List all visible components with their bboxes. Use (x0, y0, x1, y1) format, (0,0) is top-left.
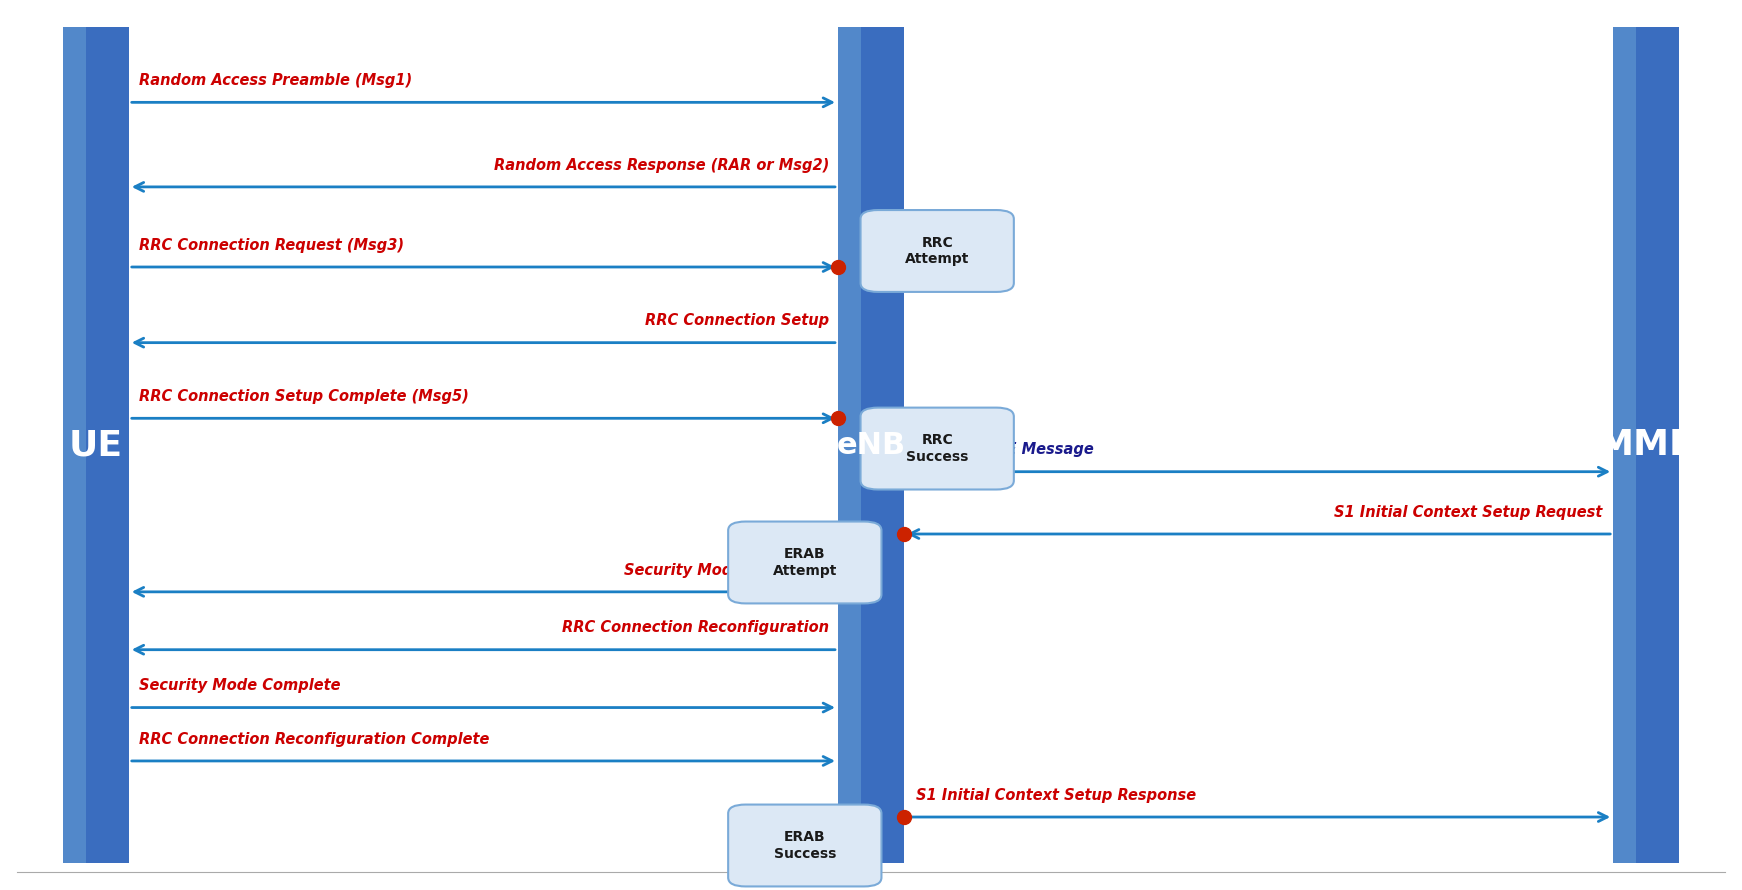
FancyBboxPatch shape (1613, 27, 1636, 863)
Text: MME: MME (1597, 428, 1695, 462)
Text: eNB: eNB (836, 431, 906, 459)
Text: ERAB
Attempt: ERAB Attempt (773, 547, 836, 578)
Text: RRC
Success: RRC Success (906, 433, 969, 464)
Text: RRC
Attempt: RRC Attempt (906, 236, 969, 266)
Text: S1 Initial Context Setup Request: S1 Initial Context Setup Request (1334, 505, 1603, 520)
FancyBboxPatch shape (1613, 27, 1679, 863)
FancyBboxPatch shape (861, 210, 1014, 292)
FancyBboxPatch shape (728, 522, 881, 603)
FancyBboxPatch shape (63, 27, 85, 863)
Text: S1 Initial Context Setup Response: S1 Initial Context Setup Response (916, 788, 1197, 803)
Text: UE: UE (68, 428, 124, 462)
FancyBboxPatch shape (728, 805, 881, 886)
Text: S1 Initial UE Message: S1 Initial UE Message (916, 442, 1094, 457)
FancyBboxPatch shape (838, 27, 904, 863)
Text: Random Access Response (RAR or Msg2): Random Access Response (RAR or Msg2) (495, 158, 829, 173)
FancyBboxPatch shape (838, 27, 861, 863)
Text: RRC Connection Reconfiguration: RRC Connection Reconfiguration (563, 620, 829, 635)
Text: Random Access Preamble (Msg1): Random Access Preamble (Msg1) (139, 73, 413, 88)
Text: RRC Connection Setup Complete (Msg5): RRC Connection Setup Complete (Msg5) (139, 389, 469, 404)
Text: RRC Connection Request (Msg3): RRC Connection Request (Msg3) (139, 238, 404, 253)
FancyBboxPatch shape (63, 27, 129, 863)
Text: ERAB
Success: ERAB Success (773, 830, 836, 861)
Text: RRC Connection Reconfiguration Complete: RRC Connection Reconfiguration Complete (139, 732, 490, 747)
FancyBboxPatch shape (861, 408, 1014, 490)
Text: Security Mode Command: Security Mode Command (624, 562, 829, 578)
Text: RRC Connection Setup: RRC Connection Setup (645, 313, 829, 328)
Text: Security Mode Complete: Security Mode Complete (139, 678, 341, 693)
